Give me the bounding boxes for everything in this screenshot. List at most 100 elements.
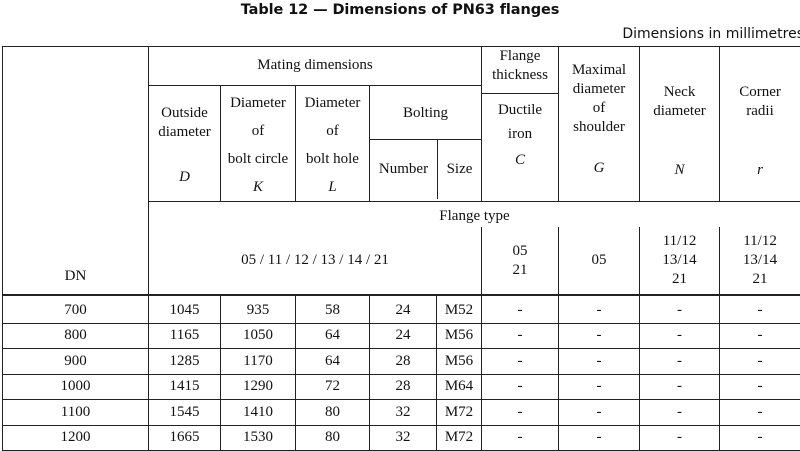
neck-line2: diameter (640, 102, 719, 121)
bolting-number-header: Number (370, 140, 438, 199)
shoulder-line4: shoulder (559, 118, 639, 137)
shoulder-line2: diameter (559, 80, 639, 99)
cell-l: 80 (296, 400, 370, 426)
flange-thickness-label: Flange thickness (482, 47, 558, 85)
cell-d: 1665 (149, 425, 221, 451)
bolt-circle-line3: bolt circle (221, 145, 295, 173)
type-corner-line3: 21 (720, 270, 800, 289)
cell-number: 32 (370, 425, 437, 451)
flange-type-header: Flange type (149, 201, 800, 227)
cell-size: M64 (437, 374, 482, 400)
type-corner-line1: 11/12 (720, 232, 800, 251)
cell-size: M56 (437, 323, 482, 349)
outside-diameter-header: Outside diameter D (149, 85, 221, 201)
cell-c: - (482, 349, 559, 375)
cell-l: 64 (296, 349, 370, 375)
outside-diameter-label: Outside diameter (149, 104, 220, 142)
corner-line2: radii (720, 102, 800, 121)
type-neck: 11/12 13/14 21 (640, 227, 720, 295)
cell-k: 935 (221, 295, 296, 323)
type-corner-line2: 13/14 (720, 251, 800, 270)
neck-symbol: N (640, 161, 719, 180)
cell-number: 28 (370, 349, 437, 375)
cell-d: 1165 (149, 323, 221, 349)
cell-k: 1530 (221, 425, 296, 451)
dn-header-blank-2 (3, 201, 149, 227)
dimensions-note: Dimensions in millimetres (622, 26, 800, 42)
shoulder-line1: Maximal (559, 61, 639, 80)
cell-size: M56 (437, 349, 482, 375)
bolt-circle-line2: of (221, 117, 295, 145)
bolt-hole-line3: bolt hole (296, 145, 369, 173)
neck-line1: Neck (640, 83, 719, 102)
cell-n: - (640, 295, 720, 323)
bolting-header: Bolting Number Size (370, 85, 482, 201)
cell-c: - (482, 400, 559, 426)
bolt-circle-symbol: K (221, 173, 295, 201)
cell-k: 1410 (221, 400, 296, 426)
type-thickness-line1: 05 (482, 242, 558, 261)
cell-dn: 800 (3, 323, 149, 349)
bolt-circle-header: Diameter of bolt circle K (221, 85, 296, 201)
neck-diameter-header: Neck diameter N (640, 47, 720, 202)
cell-r: - (720, 374, 800, 400)
cell-l: 72 (296, 374, 370, 400)
cell-number: 32 (370, 400, 437, 426)
cell-g: - (559, 400, 640, 426)
flange-thickness-symbol: C (482, 146, 558, 174)
ductile-iron-header: Ductile iron C (482, 85, 559, 201)
cell-c: - (482, 323, 559, 349)
cell-size: M72 (437, 400, 482, 426)
bolting-size-header: Size (438, 140, 481, 199)
outside-diameter-symbol: D (149, 168, 220, 187)
bolt-hole-header: Diameter of bolt hole L (296, 85, 370, 201)
dn-header-blank (3, 47, 149, 202)
cell-g: - (559, 349, 640, 375)
shoulder-line3: of (559, 99, 639, 118)
cell-d: 1045 (149, 295, 221, 323)
cell-k: 1170 (221, 349, 296, 375)
type-thickness-line2: 21 (482, 261, 558, 280)
cell-d: 1545 (149, 400, 221, 426)
cell-r: - (720, 349, 800, 375)
cell-dn: 1100 (3, 400, 149, 426)
bolting-label: Bolting (370, 87, 481, 140)
cell-g: - (559, 295, 640, 323)
cell-g: - (559, 374, 640, 400)
cell-g: - (559, 323, 640, 349)
cell-d: 1415 (149, 374, 221, 400)
cell-c: - (482, 295, 559, 323)
cell-dn: 700 (3, 295, 149, 323)
ductile-iron-line1: Ductile (482, 98, 558, 122)
ductile-iron-line2: iron (482, 122, 558, 146)
type-neck-line3: 21 (640, 270, 719, 289)
cell-k: 1290 (221, 374, 296, 400)
cell-dn: 1000 (3, 374, 149, 400)
type-neck-line2: 13/14 (640, 251, 719, 270)
corner-radii-header: Corner radii r (720, 47, 800, 202)
cell-r: - (720, 425, 800, 451)
cell-n: - (640, 400, 720, 426)
cell-number: 24 (370, 323, 437, 349)
cell-l: 58 (296, 295, 370, 323)
cell-g: - (559, 425, 640, 451)
shoulder-header: Maximal diameter of shoulder G (559, 47, 640, 202)
cell-r: - (720, 400, 800, 426)
cell-n: - (640, 425, 720, 451)
flange-dimensions-table: Mating dimensions Flange thickness Maxim… (2, 46, 800, 451)
bolt-hole-line1: Diameter (296, 89, 369, 117)
table-title: Table 12 — Dimensions of PN63 flanges (0, 0, 800, 20)
type-shoulder: 05 (559, 227, 640, 295)
cell-r: - (720, 295, 800, 323)
type-mating: 05 / 11 / 12 / 13 / 14 / 21 (149, 227, 482, 295)
mating-dimensions-header: Mating dimensions (149, 47, 482, 86)
type-thickness: 05 21 (482, 227, 559, 295)
cell-l: 80 (296, 425, 370, 451)
corner-symbol: r (720, 161, 800, 180)
cell-number: 24 (370, 295, 437, 323)
